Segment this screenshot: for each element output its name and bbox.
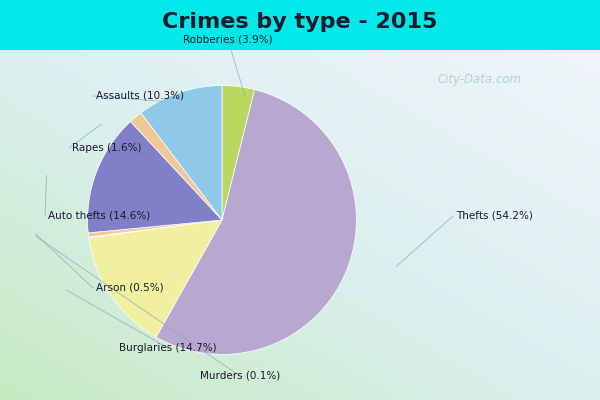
Wedge shape	[131, 113, 222, 220]
Wedge shape	[89, 220, 222, 337]
Wedge shape	[141, 86, 222, 220]
Text: Crimes by type - 2015: Crimes by type - 2015	[163, 12, 437, 32]
Wedge shape	[88, 220, 222, 237]
Text: City-Data.com: City-Data.com	[438, 74, 522, 86]
Wedge shape	[89, 220, 222, 238]
Text: Burglaries (14.7%): Burglaries (14.7%)	[119, 343, 217, 353]
Text: Murders (0.1%): Murders (0.1%)	[200, 371, 280, 381]
Text: Robberies (3.9%): Robberies (3.9%)	[183, 35, 273, 45]
Wedge shape	[156, 90, 356, 354]
Text: Assaults (10.3%): Assaults (10.3%)	[96, 91, 184, 101]
Wedge shape	[222, 86, 254, 220]
Wedge shape	[88, 122, 222, 233]
Text: Rapes (1.6%): Rapes (1.6%)	[72, 143, 142, 153]
Text: Auto thefts (14.6%): Auto thefts (14.6%)	[48, 211, 150, 221]
Text: Thefts (54.2%): Thefts (54.2%)	[456, 211, 533, 221]
Text: Arson (0.5%): Arson (0.5%)	[96, 283, 164, 293]
